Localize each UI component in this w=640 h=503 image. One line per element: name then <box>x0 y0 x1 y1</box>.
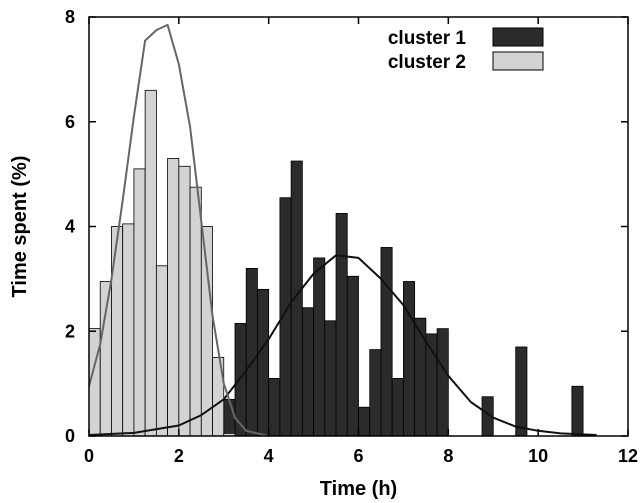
cluster-1-bar <box>403 281 416 437</box>
legend-label-cluster-1: cluster 1 <box>388 28 467 49</box>
cluster-1-bar <box>414 317 427 437</box>
cluster-2-bar <box>155 265 169 437</box>
cluster-1-bar <box>324 320 337 437</box>
legend-swatch-cluster-1 <box>492 27 544 47</box>
cluster-2-fit-line <box>88 23 269 437</box>
cluster-1-bar <box>335 213 348 437</box>
x-tick-label: 2 <box>174 446 184 466</box>
cluster-1-bar <box>346 275 359 437</box>
cluster-2-bar <box>200 226 213 437</box>
cluster-1-bar <box>301 307 314 437</box>
cluster-2-bar <box>122 223 135 437</box>
cluster-1-bar <box>515 346 528 437</box>
y-tick-label: 8 <box>65 7 75 27</box>
y-tick-label: 0 <box>65 426 75 446</box>
cluster-1-fit-line <box>88 254 597 436</box>
x-tick-label: 6 <box>353 446 363 466</box>
fit-curves-layer <box>88 23 597 437</box>
cluster-1-bar <box>290 160 303 437</box>
x-tick-label: 0 <box>84 446 94 466</box>
cluster-2-bar <box>167 158 180 437</box>
cluster-1-bar <box>257 288 270 437</box>
x-tick-label: 8 <box>443 446 453 466</box>
legend-label-cluster-2: cluster 2 <box>388 52 466 73</box>
x-tick-label: 10 <box>528 446 548 466</box>
cluster-1-bar <box>391 377 404 437</box>
cluster-1-bar <box>313 257 326 437</box>
cluster-2-bar <box>144 89 157 437</box>
cluster-1-bar <box>380 247 393 437</box>
cluster-1-bar <box>245 267 258 437</box>
cluster-2-bar <box>189 186 202 437</box>
y-tick-label: 2 <box>65 321 75 341</box>
y-axis-title: Time spent (%) <box>9 156 31 298</box>
cluster-1-bar <box>571 385 584 437</box>
cluster-1-bar <box>436 328 449 437</box>
legend: cluster 1 cluster 2 <box>388 27 544 73</box>
cluster-2-bar <box>111 226 124 437</box>
cluster-2-bar <box>178 165 191 437</box>
cluster-1-bar <box>358 406 371 437</box>
axis-ticks: 0 2 4 6 8 10 12 0 2 4 6 8 <box>65 7 638 466</box>
x-tick-label: 4 <box>264 446 274 466</box>
legend-swatch-cluster-2 <box>492 51 544 71</box>
y-tick-label: 6 <box>65 112 75 132</box>
x-tick-label: 12 <box>618 446 638 466</box>
cluster-2-bar <box>99 281 112 437</box>
cluster-1-bar <box>268 377 281 437</box>
cluster-1-bar <box>223 398 236 437</box>
cluster-2-bar <box>133 168 146 437</box>
y-tick-label: 4 <box>65 217 75 237</box>
cluster-1-bar <box>369 349 382 437</box>
x-axis-title: Time (h) <box>320 478 397 500</box>
